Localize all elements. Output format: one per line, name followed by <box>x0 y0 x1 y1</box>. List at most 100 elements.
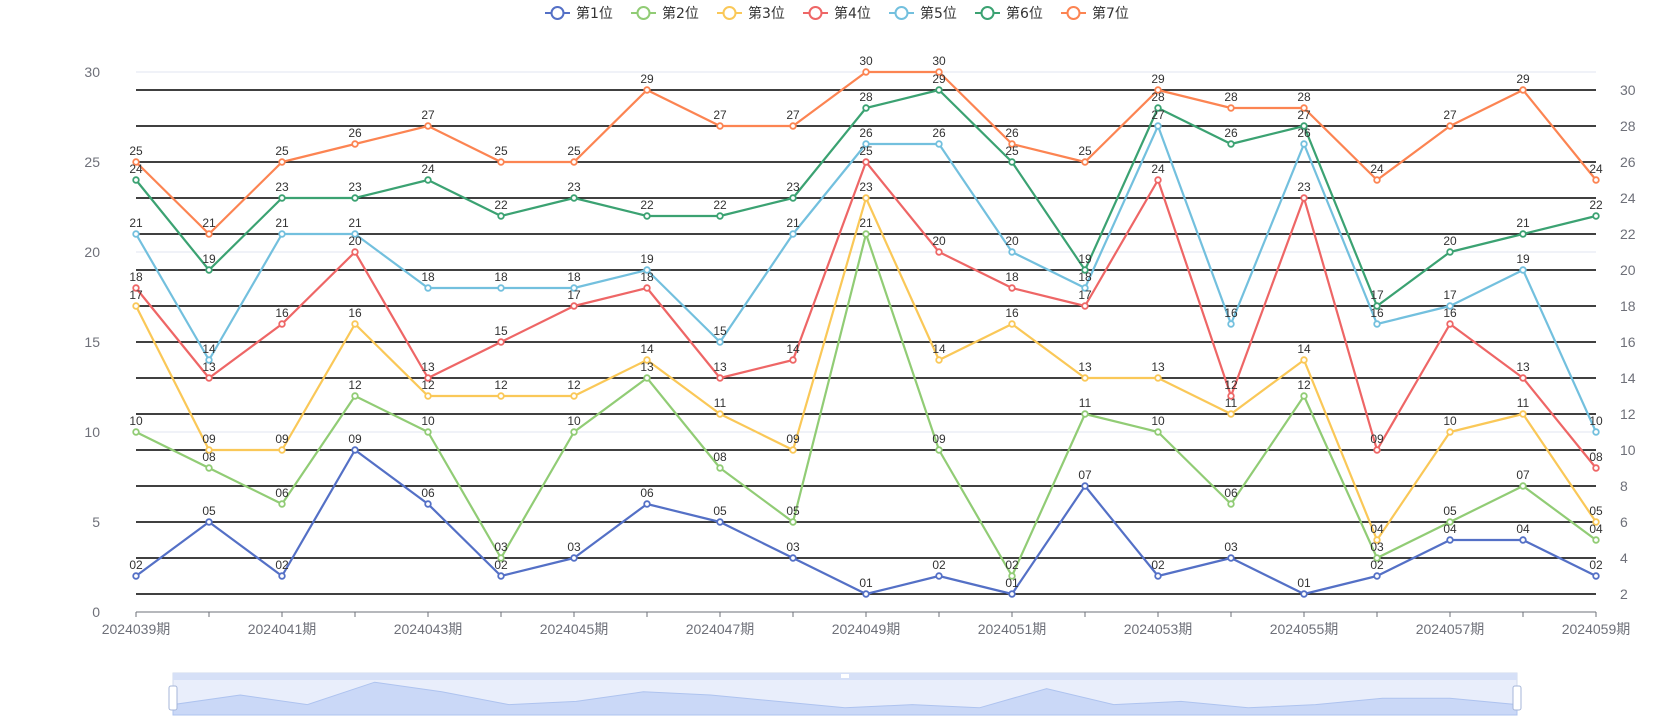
data-point[interactable] <box>497 392 505 400</box>
legend[interactable]: 第1位 第2位 第3位 第4位 第5位 第6位 第7位 <box>545 5 1129 22</box>
data-point[interactable] <box>278 230 286 238</box>
data-point[interactable] <box>935 140 943 148</box>
data-point[interactable] <box>1446 320 1454 328</box>
data-point[interactable] <box>1592 536 1600 544</box>
data-point[interactable] <box>862 230 870 238</box>
data-point[interactable] <box>1081 158 1089 166</box>
data-point[interactable] <box>351 194 359 202</box>
data-point[interactable] <box>351 446 359 454</box>
data-point[interactable] <box>789 194 797 202</box>
data-point[interactable] <box>1008 590 1016 598</box>
data-point[interactable] <box>424 284 432 292</box>
data-point[interactable] <box>278 446 286 454</box>
data-point[interactable] <box>1592 464 1600 472</box>
data-point[interactable] <box>424 392 432 400</box>
data-point[interactable] <box>862 194 870 202</box>
data-point[interactable] <box>351 248 359 256</box>
data-point[interactable] <box>1154 428 1162 436</box>
legend-item-3[interactable]: 第3位 <box>717 5 785 22</box>
data-point[interactable] <box>132 572 140 580</box>
data-point[interactable] <box>1373 302 1381 310</box>
data-point[interactable] <box>205 356 213 364</box>
data-point[interactable] <box>1592 428 1600 436</box>
data-point[interactable] <box>424 500 432 508</box>
data-point[interactable] <box>1300 122 1308 130</box>
legend-item-5[interactable]: 第5位 <box>889 5 957 22</box>
data-point[interactable] <box>1300 356 1308 364</box>
data-point[interactable] <box>862 68 870 76</box>
legend-item-2[interactable]: 第2位 <box>631 5 699 22</box>
data-point[interactable] <box>1154 104 1162 112</box>
data-point[interactable] <box>424 374 432 382</box>
data-point[interactable] <box>424 122 432 130</box>
data-point[interactable] <box>132 230 140 238</box>
data-point[interactable] <box>716 374 724 382</box>
data-point[interactable] <box>1592 176 1600 184</box>
data-point[interactable] <box>132 302 140 310</box>
data-point[interactable] <box>497 572 505 580</box>
data-point[interactable] <box>1446 428 1454 436</box>
data-point[interactable] <box>1300 140 1308 148</box>
data-point[interactable] <box>789 230 797 238</box>
data-point[interactable] <box>1227 554 1235 562</box>
data-point[interactable] <box>1227 140 1235 148</box>
data-point[interactable] <box>935 68 943 76</box>
data-point[interactable] <box>1592 572 1600 580</box>
data-point[interactable] <box>278 320 286 328</box>
data-point[interactable] <box>351 392 359 400</box>
data-point[interactable] <box>278 500 286 508</box>
data-point[interactable] <box>205 446 213 454</box>
data-point[interactable] <box>351 320 359 328</box>
data-point[interactable] <box>1227 500 1235 508</box>
data-point[interactable] <box>570 194 578 202</box>
data-point[interactable] <box>789 554 797 562</box>
data-point[interactable] <box>862 590 870 598</box>
slider-move-grip[interactable] <box>841 674 849 678</box>
data-point[interactable] <box>205 374 213 382</box>
data-point[interactable] <box>643 86 651 94</box>
data-point[interactable] <box>278 158 286 166</box>
data-point[interactable] <box>716 518 724 526</box>
data-point[interactable] <box>278 572 286 580</box>
data-point[interactable] <box>1446 302 1454 310</box>
data-point[interactable] <box>1373 320 1381 328</box>
data-point[interactable] <box>1592 518 1600 526</box>
data-point[interactable] <box>1446 536 1454 544</box>
legend-item-6[interactable]: 第6位 <box>975 5 1043 22</box>
data-point[interactable] <box>1519 410 1527 418</box>
slider-right-handle[interactable] <box>1512 685 1522 711</box>
data-point[interactable] <box>643 500 651 508</box>
data-point[interactable] <box>1008 140 1016 148</box>
data-point[interactable] <box>1081 410 1089 418</box>
data-point[interactable] <box>716 410 724 418</box>
data-point[interactable] <box>643 356 651 364</box>
data-point[interactable] <box>205 518 213 526</box>
data-point[interactable] <box>132 176 140 184</box>
data-point[interactable] <box>1008 248 1016 256</box>
data-point[interactable] <box>497 158 505 166</box>
data-point[interactable] <box>1008 572 1016 580</box>
data-point[interactable] <box>570 554 578 562</box>
data-point[interactable] <box>643 374 651 382</box>
data-point[interactable] <box>132 428 140 436</box>
data-point[interactable] <box>789 518 797 526</box>
data-point[interactable] <box>1592 212 1600 220</box>
data-point[interactable] <box>570 158 578 166</box>
data-point[interactable] <box>935 248 943 256</box>
data-point[interactable] <box>497 554 505 562</box>
data-point[interactable] <box>1373 536 1381 544</box>
data-zoom-slider[interactable] <box>168 672 1522 716</box>
data-point[interactable] <box>424 428 432 436</box>
data-point[interactable] <box>1081 374 1089 382</box>
legend-item-4[interactable]: 第4位 <box>803 5 871 22</box>
legend-item-7[interactable]: 第7位 <box>1061 5 1129 22</box>
data-point[interactable] <box>1300 392 1308 400</box>
data-point[interactable] <box>1300 104 1308 112</box>
data-point[interactable] <box>643 266 651 274</box>
data-point[interactable] <box>570 392 578 400</box>
data-point[interactable] <box>1081 266 1089 274</box>
data-point[interactable] <box>205 230 213 238</box>
data-point[interactable] <box>1081 302 1089 310</box>
data-point[interactable] <box>570 284 578 292</box>
data-point[interactable] <box>497 284 505 292</box>
